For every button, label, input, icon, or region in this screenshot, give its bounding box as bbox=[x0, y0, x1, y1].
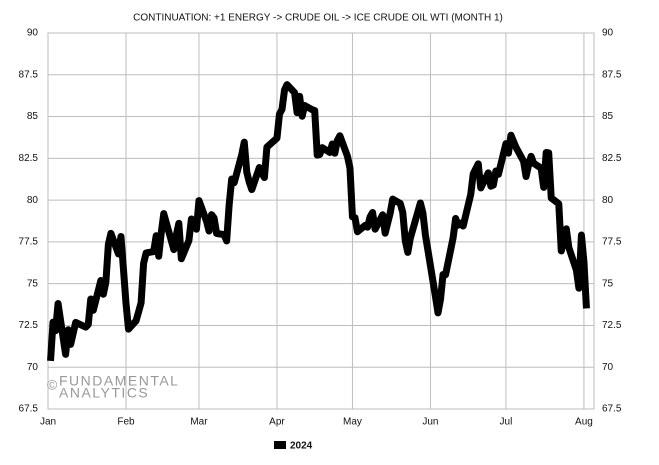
y2-tick-label: 70 bbox=[602, 362, 614, 373]
y-tick-label: 90 bbox=[27, 28, 39, 39]
y-tick-label: 70 bbox=[27, 362, 39, 373]
y-tick-label: 75 bbox=[27, 278, 39, 289]
y2-tick-label: 82.5 bbox=[602, 153, 622, 164]
legend-swatch bbox=[274, 441, 286, 449]
x-tick-label: Feb bbox=[117, 417, 135, 428]
x-tick-label: Jun bbox=[422, 417, 438, 428]
chart-title: CONTINUATION: +1 ENERGY -> CRUDE OIL -> … bbox=[133, 13, 503, 24]
y-tick-label: 77.5 bbox=[19, 237, 39, 248]
y-tick-label: 80 bbox=[27, 195, 39, 206]
y2-tick-label: 75 bbox=[602, 278, 614, 289]
x-tick-label: May bbox=[343, 417, 362, 428]
y2-tick-label: 72.5 bbox=[602, 320, 622, 331]
y-tick-label: 72.5 bbox=[19, 320, 39, 331]
y-tick-label: 67.5 bbox=[19, 404, 39, 415]
legend-label: 2024 bbox=[290, 441, 313, 452]
data-line bbox=[47, 81, 590, 362]
y-tick-label: 82.5 bbox=[19, 153, 39, 164]
y2-tick-label: 85 bbox=[602, 111, 614, 122]
y2-tick-label: 80 bbox=[602, 195, 614, 206]
watermark-symbol: © bbox=[47, 377, 58, 393]
x-tick-label: Jul bbox=[500, 417, 513, 428]
y2-tick-label: 67.5 bbox=[602, 404, 622, 415]
y-tick-label: 85 bbox=[27, 111, 39, 122]
x-tick-label: Aug bbox=[575, 417, 593, 428]
y2-tick-label: 87.5 bbox=[602, 69, 622, 80]
y2-tick-label: 77.5 bbox=[602, 237, 622, 248]
watermark-text: ANALYTICS bbox=[59, 385, 149, 401]
y-tick-label: 87.5 bbox=[19, 69, 39, 80]
y2-tick-label: 90 bbox=[602, 28, 614, 39]
plot-frame bbox=[47, 32, 595, 410]
x-tick-label: Mar bbox=[190, 417, 208, 428]
x-tick-label: Apr bbox=[269, 417, 285, 428]
x-tick-label: Jan bbox=[40, 417, 56, 428]
watermark-text: FUNDAMENTAL bbox=[59, 373, 179, 389]
